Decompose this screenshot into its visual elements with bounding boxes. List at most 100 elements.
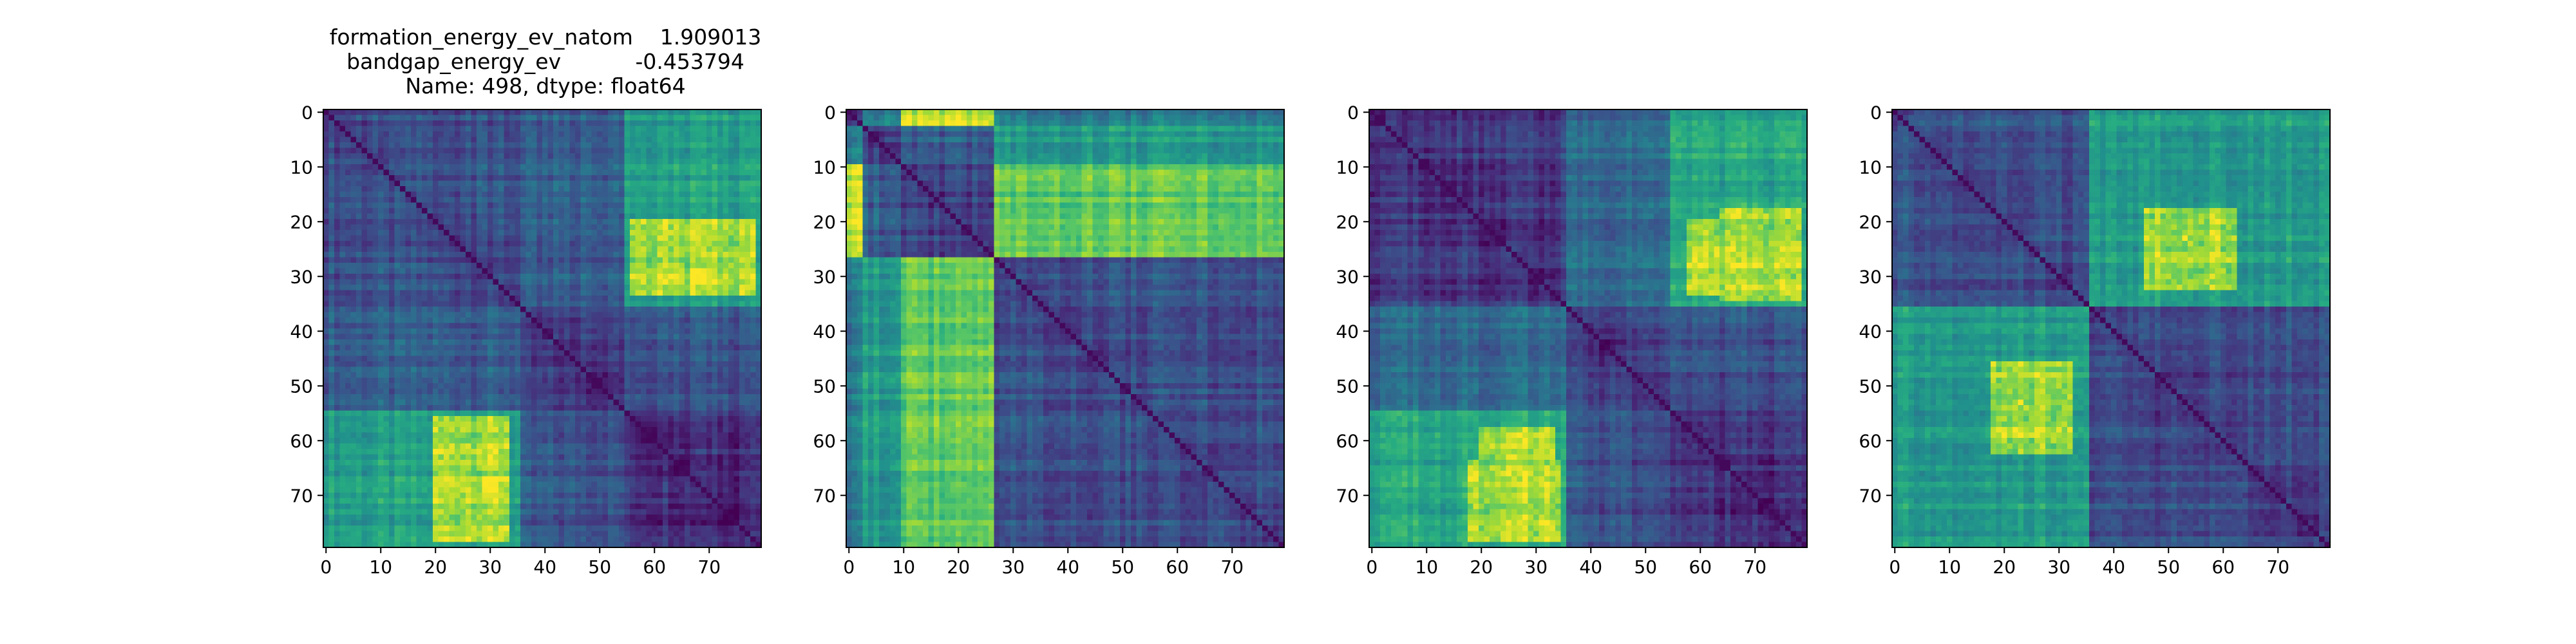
heatmap-cell <box>569 186 576 193</box>
heatmap-cell <box>389 285 395 291</box>
heatmap-cell <box>586 147 592 154</box>
heatmap-cell <box>586 383 592 390</box>
heatmap-cell <box>433 268 439 274</box>
heatmap-cell <box>345 290 352 296</box>
heatmap-cell <box>608 366 614 373</box>
heatmap-cell <box>367 208 374 214</box>
heatmap-cell <box>411 131 417 138</box>
heatmap-cell <box>520 142 527 149</box>
heatmap-cell <box>630 399 636 406</box>
heatmap-cell <box>394 263 401 269</box>
heatmap-cell <box>547 197 554 204</box>
heatmap-cell <box>744 339 751 346</box>
heatmap-cell <box>345 147 352 154</box>
heatmap-cell <box>602 394 609 401</box>
heatmap-cell <box>586 410 592 417</box>
heatmap-cell <box>646 432 652 439</box>
heatmap-cell <box>575 345 582 351</box>
heatmap-cell <box>466 235 472 242</box>
heatmap-cell <box>744 208 751 214</box>
heatmap-cell <box>706 438 713 444</box>
heatmap-cell <box>553 296 560 302</box>
heatmap-cell <box>685 443 691 450</box>
heatmap-cell <box>685 246 691 252</box>
heatmap-cell <box>619 142 625 149</box>
heatmap-cell <box>613 366 620 373</box>
heatmap-cell <box>723 252 729 258</box>
heatmap-cell <box>635 109 641 116</box>
heatmap-cell <box>334 383 341 390</box>
heatmap-cell <box>405 230 412 236</box>
heatmap-cell <box>455 180 461 187</box>
heatmap-cell <box>624 213 630 220</box>
heatmap-cell <box>536 372 543 379</box>
heatmap-cell <box>444 268 450 274</box>
heatmap-cell <box>471 449 477 455</box>
heatmap-cell <box>619 350 625 357</box>
heatmap-cell <box>591 268 598 274</box>
heatmap-cell <box>750 416 757 422</box>
heatmap-cell <box>602 180 609 187</box>
heatmap-cell <box>706 202 713 209</box>
heatmap-cell <box>580 175 587 182</box>
heatmap-cell <box>696 372 702 379</box>
heatmap-cell <box>723 197 729 204</box>
heatmap-cell <box>323 285 330 291</box>
heatmap-cell <box>323 312 330 318</box>
heatmap-cell <box>717 350 724 357</box>
heatmap-cell <box>547 323 554 329</box>
heatmap-cell <box>444 224 450 231</box>
heatmap-cell <box>712 345 718 351</box>
heatmap-cell <box>356 235 363 242</box>
heatmap-cell <box>619 372 625 379</box>
heatmap-cell <box>580 383 587 390</box>
heatmap-cell <box>422 202 428 209</box>
heatmap-cell <box>619 345 625 351</box>
heatmap-cell <box>685 175 691 182</box>
heatmap-cell <box>657 307 663 313</box>
heatmap-cell <box>580 180 587 187</box>
heatmap-cell <box>744 120 751 127</box>
heatmap-cell <box>580 120 587 127</box>
heatmap-cell <box>488 339 494 346</box>
heatmap-cell <box>668 202 674 209</box>
heatmap-cell <box>383 202 390 209</box>
heatmap-cell <box>328 334 335 340</box>
heatmap-cell <box>471 147 477 154</box>
heatmap-cell <box>405 377 412 384</box>
heatmap-cell <box>717 202 724 209</box>
heatmap-cell <box>542 224 549 231</box>
heatmap-cell <box>569 421 576 428</box>
heatmap-cell <box>449 290 455 296</box>
heatmap-cell <box>613 186 620 193</box>
heatmap-cell <box>372 405 379 412</box>
heatmap-cell <box>652 399 658 406</box>
heatmap-cell <box>438 355 444 362</box>
heatmap-cell <box>734 169 740 176</box>
heatmap-cell <box>613 361 620 368</box>
heatmap-cell <box>427 443 433 450</box>
heatmap-cell <box>438 410 444 417</box>
heatmap-cell <box>345 246 352 252</box>
heatmap-cell <box>536 410 543 417</box>
heatmap-cell <box>706 279 713 285</box>
heatmap-cell <box>427 405 433 412</box>
heatmap-cell <box>482 169 488 176</box>
heatmap-cell <box>690 241 696 247</box>
heatmap-cell <box>482 438 488 444</box>
heatmap-cell <box>586 345 592 351</box>
heatmap-cell <box>591 361 598 368</box>
heatmap-cell <box>646 219 652 225</box>
heatmap-cell <box>471 230 477 236</box>
heatmap-cell <box>558 137 565 143</box>
heatmap-cell <box>553 263 560 269</box>
heatmap-cell <box>630 263 636 269</box>
heatmap-cell <box>679 164 685 171</box>
heatmap-cell <box>575 427 582 433</box>
heatmap-cell <box>471 334 477 340</box>
heatmap-cell <box>422 274 428 280</box>
heatmap-cell <box>345 377 352 384</box>
heatmap-cell <box>586 372 592 379</box>
heatmap-cell <box>685 274 691 280</box>
heatmap-cell <box>690 252 696 258</box>
